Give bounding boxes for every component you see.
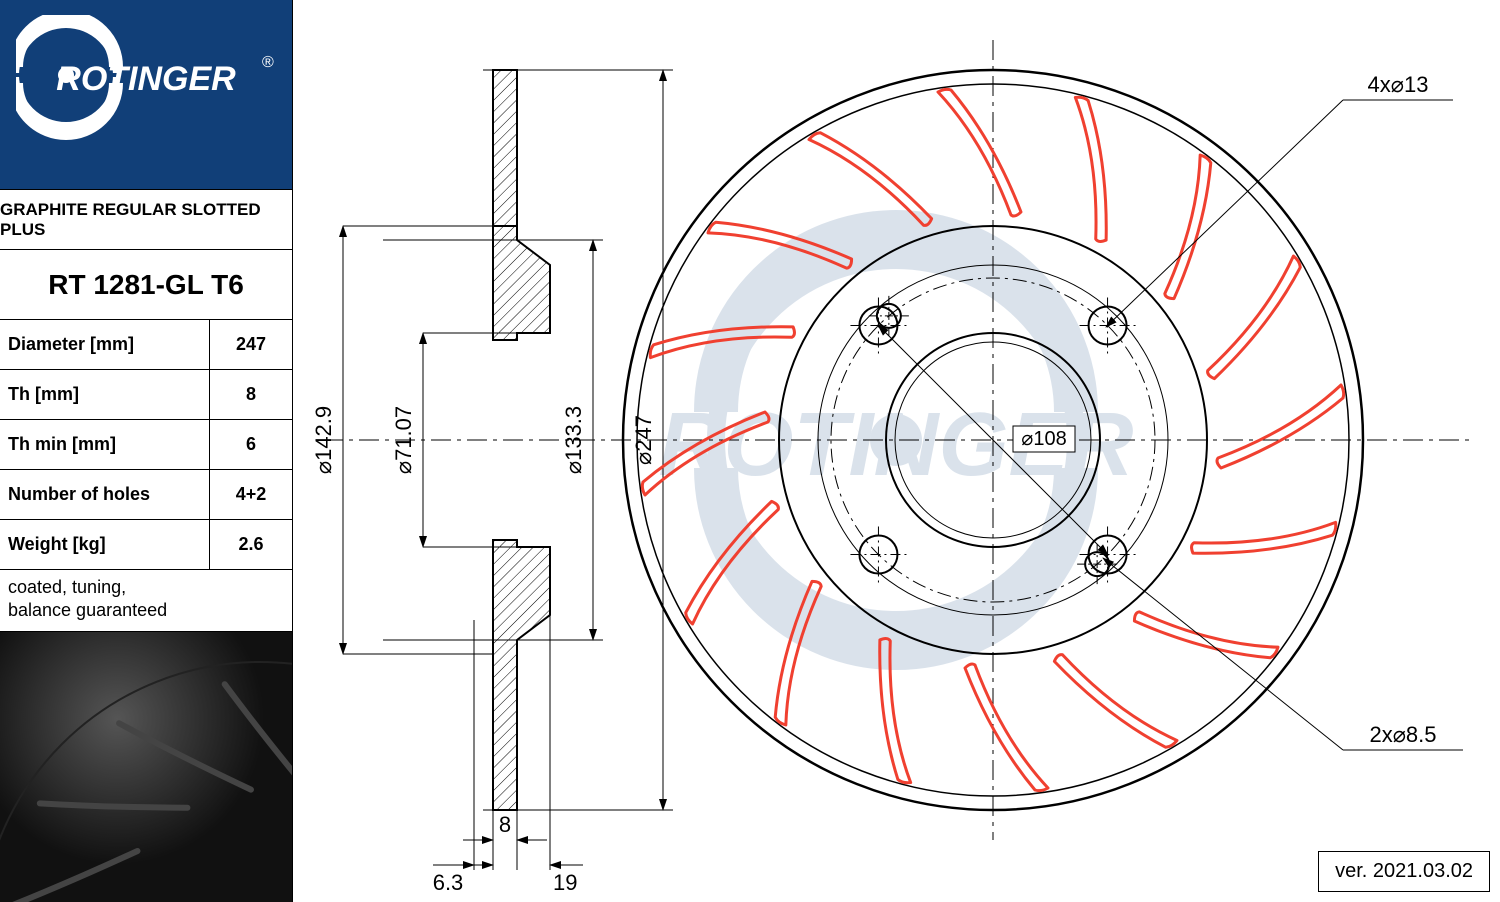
spec-row: Weight [kg]2.6 xyxy=(0,520,292,570)
spec-value: 2.6 xyxy=(210,520,292,569)
specs-table: Diameter [mm]247Th [mm]8Th min [mm]6Numb… xyxy=(0,320,292,570)
product-photo xyxy=(0,632,292,902)
rotinger-logo: ROTINGER ® xyxy=(16,15,276,175)
svg-text:⌀71.07: ⌀71.07 xyxy=(391,406,416,474)
spec-label: Th min [mm] xyxy=(0,420,210,469)
spec-value: 4+2 xyxy=(210,470,292,519)
leader-2x85: 2x⌀8.5 xyxy=(1103,558,1463,750)
spec-row: Diameter [mm]247 xyxy=(0,320,292,370)
svg-text:4x⌀13: 4x⌀13 xyxy=(1368,72,1429,97)
svg-text:19: 19 xyxy=(553,870,577,895)
spec-label: Th [mm] xyxy=(0,370,210,419)
spec-row: Th min [mm]6 xyxy=(0,420,292,470)
drawing-area: ROTINGER xyxy=(293,0,1500,902)
spec-label: Number of holes xyxy=(0,470,210,519)
spec-value: 247 xyxy=(210,320,292,369)
svg-text:2x⌀8.5: 2x⌀8.5 xyxy=(1369,722,1436,747)
spec-label: Diameter [mm] xyxy=(0,320,210,369)
spec-row: Th [mm]8 xyxy=(0,370,292,420)
svg-text:⌀108: ⌀108 xyxy=(1021,428,1066,450)
svg-text:®: ® xyxy=(262,54,274,71)
svg-text:⌀247: ⌀247 xyxy=(631,415,656,465)
svg-text:ROTINGER: ROTINGER xyxy=(56,60,236,98)
spec-value: 8 xyxy=(210,370,292,419)
sidebar: ROTINGER ® GRAPHITE REGULAR SLOTTED PLUS… xyxy=(0,0,293,902)
svg-text:6.3: 6.3 xyxy=(433,870,464,895)
notes: coated, tuning,balance guaranteed xyxy=(0,570,292,632)
svg-text:⌀133.3: ⌀133.3 xyxy=(561,406,586,474)
category-label: GRAPHITE REGULAR SLOTTED PLUS xyxy=(0,190,292,250)
spec-row: Number of holes4+2 xyxy=(0,470,292,520)
svg-text:8: 8 xyxy=(499,812,511,837)
dim-d71: ⌀71.07 xyxy=(391,333,423,547)
side-view: ⌀247 ⌀133.3 ⌀71.07 ⌀142.9 xyxy=(311,70,673,895)
version-label: ver. 2021.03.02 xyxy=(1318,851,1490,892)
spec-label: Weight [kg] xyxy=(0,520,210,569)
logo-box: ROTINGER ® xyxy=(0,0,292,190)
spec-value: 6 xyxy=(210,420,292,469)
part-number: RT 1281-GL T6 xyxy=(0,250,292,320)
svg-text:⌀142.9: ⌀142.9 xyxy=(311,406,336,474)
technical-drawing: ROTINGER xyxy=(293,0,1500,902)
